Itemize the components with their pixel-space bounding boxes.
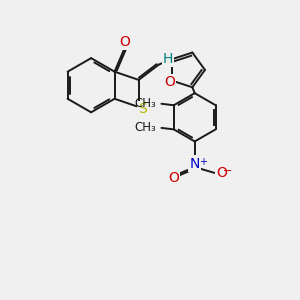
Text: CH₃: CH₃: [134, 122, 156, 134]
Text: H: H: [163, 52, 173, 66]
Text: O: O: [119, 35, 130, 49]
Text: CH₃: CH₃: [134, 97, 156, 110]
Text: +: +: [199, 157, 206, 167]
Text: O: O: [216, 166, 227, 180]
Text: N: N: [190, 157, 200, 170]
Text: O: O: [164, 75, 175, 89]
Text: −: −: [222, 166, 232, 176]
Text: O: O: [168, 171, 179, 185]
Text: S: S: [138, 102, 147, 116]
